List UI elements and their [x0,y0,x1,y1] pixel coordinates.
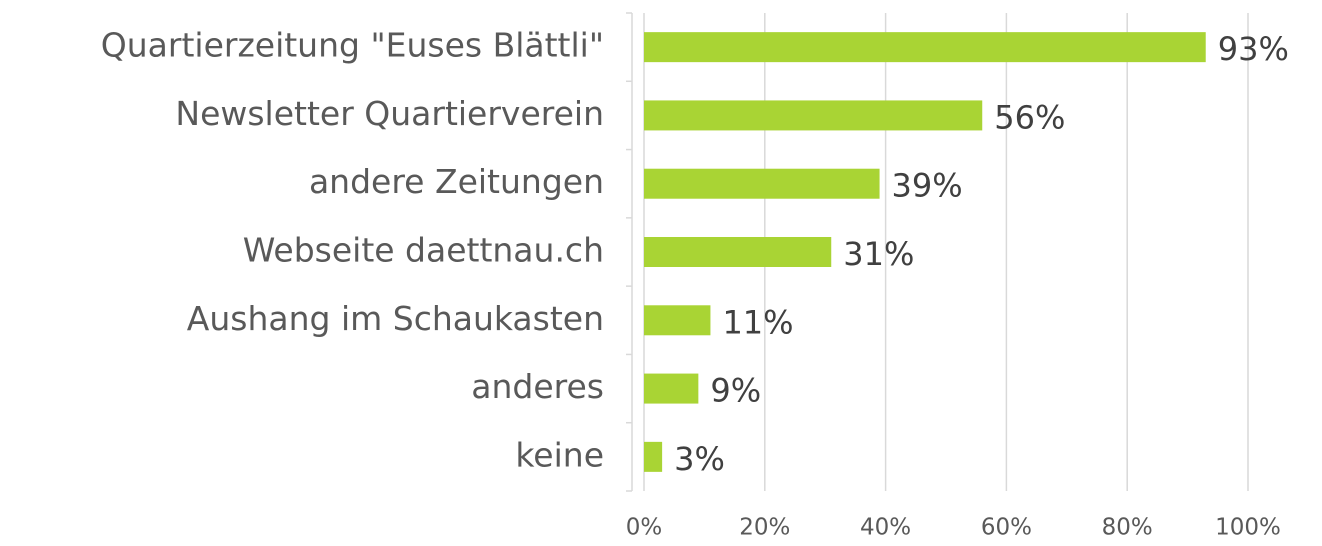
bar [644,305,711,336]
x-tick-label: 80% [1102,515,1153,541]
bar [644,373,699,404]
x-tick-label: 0% [626,515,663,541]
bar [644,441,663,472]
value-label: 93% [1218,30,1289,68]
bar [644,32,1206,63]
value-label: 3% [674,440,725,478]
y-tick-label: Newsletter Quartierverein [175,94,604,133]
x-tick-label: 20% [739,515,790,541]
y-tick-label: Aushang im Schaukasten [187,299,604,338]
x-tick-label: 40% [860,515,911,541]
y-tick-label: Webseite daettnau.ch [243,231,604,270]
value-label: 39% [892,167,963,205]
y-tick-label: anderes [471,367,604,406]
bar [644,168,880,199]
value-label: 56% [994,98,1065,136]
x-tick-label: 60% [981,515,1032,541]
y-tick-label: andere Zeitungen [309,162,604,201]
bar [644,237,832,267]
value-label: 9% [710,372,761,410]
value-label: 31% [843,235,914,273]
y-tick-label: Quartierzeitung "Euses Blättli" [101,26,604,65]
y-tick-label: keine [515,435,604,474]
value-label: 11% [722,303,793,341]
x-tick-label: 100% [1215,515,1281,541]
bar [644,100,983,131]
